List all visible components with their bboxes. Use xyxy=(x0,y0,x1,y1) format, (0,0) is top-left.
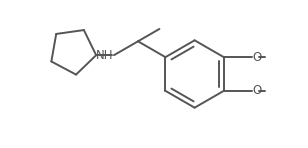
Text: NH: NH xyxy=(95,49,113,62)
Text: O: O xyxy=(253,84,262,97)
Text: O: O xyxy=(253,51,262,64)
